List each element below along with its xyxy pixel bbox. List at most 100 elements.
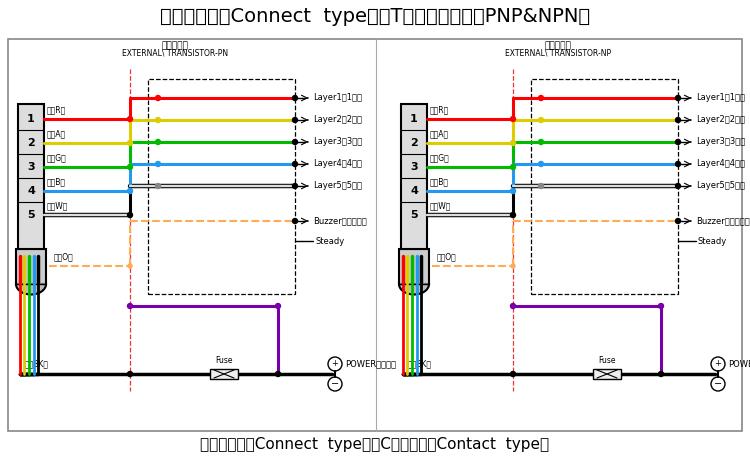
Text: 红（R）: 红（R） xyxy=(430,105,449,114)
Circle shape xyxy=(538,118,544,123)
Text: Buzzer（蜂鸣器）: Buzzer（蜂鸣器） xyxy=(696,217,750,225)
Circle shape xyxy=(511,213,515,218)
Bar xyxy=(401,104,427,249)
Bar xyxy=(593,369,621,379)
Text: Layer2（2层）: Layer2（2层） xyxy=(696,116,745,124)
Circle shape xyxy=(155,95,160,101)
Text: 黑（BK）: 黑（BK） xyxy=(408,359,432,368)
Text: ⓖ接线方式（Connect  type）：T、不分正负极（PNP&NPN）: ⓖ接线方式（Connect type）：T、不分正负极（PNP&NPN） xyxy=(160,7,590,26)
Circle shape xyxy=(155,118,160,123)
Text: ⓖ接线方式（Connect  type）：C、触点式（Contact  type）: ⓖ接线方式（Connect type）：C、触点式（Contact type） xyxy=(200,437,550,452)
Text: 4: 4 xyxy=(410,186,418,196)
Circle shape xyxy=(538,140,544,145)
Bar xyxy=(18,104,44,249)
Text: Layer3（3层）: Layer3（3层） xyxy=(696,138,746,146)
Circle shape xyxy=(511,140,515,146)
Circle shape xyxy=(658,303,664,308)
Text: 3: 3 xyxy=(27,162,34,172)
Circle shape xyxy=(155,162,160,167)
Text: Layer1（1层）: Layer1（1层） xyxy=(696,94,745,102)
Text: POWER（电源）: POWER（电源） xyxy=(728,359,750,369)
Circle shape xyxy=(658,371,664,376)
Circle shape xyxy=(676,118,680,123)
Circle shape xyxy=(511,264,515,268)
Bar xyxy=(531,79,678,294)
Text: Layer4（4层）: Layer4（4层） xyxy=(696,159,745,168)
Text: Layer5（5层）: Layer5（5层） xyxy=(313,181,362,190)
Circle shape xyxy=(538,184,544,189)
Text: 2: 2 xyxy=(27,138,34,148)
Text: 5: 5 xyxy=(27,210,34,220)
Text: Fuse: Fuse xyxy=(215,356,232,365)
Circle shape xyxy=(128,117,133,122)
Text: −: − xyxy=(331,379,339,389)
Circle shape xyxy=(275,303,280,308)
Text: −: − xyxy=(714,379,722,389)
Circle shape xyxy=(128,264,132,268)
Text: 3: 3 xyxy=(410,162,418,172)
Text: +: + xyxy=(332,359,338,369)
Text: 外部三极管: 外部三极管 xyxy=(544,41,572,50)
Circle shape xyxy=(676,218,680,224)
Text: 橙（O）: 橙（O） xyxy=(437,252,457,261)
Bar xyxy=(16,249,46,284)
Circle shape xyxy=(292,140,298,145)
Text: +: + xyxy=(715,359,722,369)
Text: Buzzer（蜂鸣器）: Buzzer（蜂鸣器） xyxy=(313,217,367,225)
Circle shape xyxy=(538,162,544,167)
Circle shape xyxy=(676,95,680,101)
Circle shape xyxy=(155,184,160,189)
Circle shape xyxy=(676,140,680,145)
Text: 黄（A）: 黄（A） xyxy=(47,129,66,138)
Text: 黑（BK）: 黑（BK） xyxy=(25,359,49,368)
Text: Layer4（4层）: Layer4（4层） xyxy=(313,159,362,168)
Text: Fuse: Fuse xyxy=(598,356,616,365)
Text: 橙（G）: 橙（G） xyxy=(47,153,67,162)
Circle shape xyxy=(128,303,133,308)
Text: Layer1（1层）: Layer1（1层） xyxy=(313,94,362,102)
Text: 蓝（B）: 蓝（B） xyxy=(47,177,66,186)
Circle shape xyxy=(155,140,160,145)
Text: EXTERNAL\ TRANSISTOR-PN: EXTERNAL\ TRANSISTOR-PN xyxy=(122,49,228,57)
Circle shape xyxy=(275,371,280,376)
Circle shape xyxy=(538,95,544,101)
Circle shape xyxy=(292,184,298,189)
Circle shape xyxy=(292,95,298,101)
Text: Steady: Steady xyxy=(315,236,344,246)
Text: 黄（A）: 黄（A） xyxy=(430,129,449,138)
Circle shape xyxy=(128,164,133,169)
Text: 外部三极管: 外部三极管 xyxy=(161,41,188,50)
Circle shape xyxy=(511,164,515,169)
Text: 蓝（B）: 蓝（B） xyxy=(430,177,449,186)
Circle shape xyxy=(292,118,298,123)
Circle shape xyxy=(128,371,133,376)
Circle shape xyxy=(292,162,298,167)
Bar xyxy=(8,39,742,431)
Polygon shape xyxy=(399,284,429,295)
Circle shape xyxy=(511,303,515,308)
Polygon shape xyxy=(16,284,46,295)
Text: 白（W）: 白（W） xyxy=(430,201,451,210)
Circle shape xyxy=(511,371,515,376)
Text: 红（R）: 红（R） xyxy=(47,105,66,114)
Text: Steady: Steady xyxy=(698,236,728,246)
Circle shape xyxy=(128,213,133,218)
Text: 橙（G）: 橙（G） xyxy=(430,153,450,162)
Text: 1: 1 xyxy=(27,114,34,124)
Text: 橙（O）: 橙（O） xyxy=(54,252,74,261)
Text: 5: 5 xyxy=(410,210,418,220)
Bar xyxy=(210,369,238,379)
Circle shape xyxy=(676,184,680,189)
Circle shape xyxy=(292,218,298,224)
Text: Layer5（5层）: Layer5（5层） xyxy=(696,181,745,190)
Text: Layer3（3层）: Layer3（3层） xyxy=(313,138,362,146)
Text: POWER（电源）: POWER（电源） xyxy=(345,359,396,369)
Text: EXTERNAL\ TRANSISTOR-NP: EXTERNAL\ TRANSISTOR-NP xyxy=(505,49,611,57)
Circle shape xyxy=(511,189,515,194)
Bar xyxy=(399,249,429,284)
Circle shape xyxy=(511,117,515,122)
Text: 白（W）: 白（W） xyxy=(47,201,68,210)
Circle shape xyxy=(676,162,680,167)
Circle shape xyxy=(128,189,133,194)
Circle shape xyxy=(128,140,133,146)
